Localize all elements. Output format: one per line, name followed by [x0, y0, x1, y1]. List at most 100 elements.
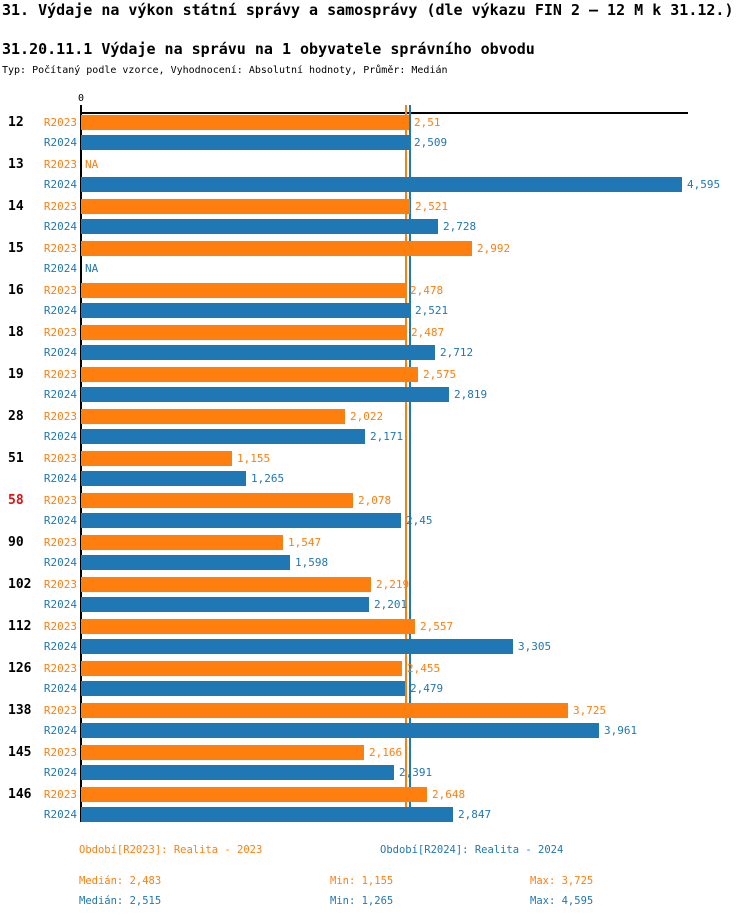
value-label-r2023: 2,51 — [414, 116, 441, 129]
row-id-label: 14 — [8, 199, 24, 214]
value-label-r2023: 2,521 — [415, 200, 449, 213]
value-label-r2024: 4,595 — [687, 178, 721, 191]
bar-r2023 — [81, 325, 406, 340]
value-label-r2023: 3,725 — [573, 704, 607, 717]
series-label-r2023: R2023 — [43, 116, 77, 129]
value-label-r2024: 2,521 — [415, 304, 449, 317]
series-label-r2024: R2024 — [43, 430, 77, 443]
value-label-r2023: 2,557 — [420, 620, 454, 633]
row-id-label: 112 — [8, 619, 32, 634]
row-id-label: 90 — [8, 535, 24, 550]
row-id-label: 51 — [8, 451, 24, 466]
series-label-r2023: R2023 — [43, 788, 77, 801]
value-label-r2023: 2,166 — [369, 746, 403, 759]
value-label-r2023: 2,455 — [407, 662, 441, 675]
series-label-r2024: R2024 — [43, 136, 77, 149]
series-label-r2023: R2023 — [43, 368, 77, 381]
row-id-label: 146 — [8, 787, 32, 802]
bar-r2023 — [81, 535, 283, 550]
row-id-label: 19 — [8, 367, 24, 382]
row-id-label: 138 — [8, 703, 32, 718]
value-label-r2024: 2,847 — [458, 808, 492, 821]
value-label-r2024: 2,509 — [414, 136, 448, 149]
row-id-label: 15 — [8, 241, 24, 256]
series-label-r2024: R2024 — [43, 262, 77, 275]
value-label-r2024: 3,961 — [604, 724, 638, 737]
bar-r2024 — [81, 681, 405, 696]
bar-r2024 — [81, 513, 401, 528]
series-label-r2024: R2024 — [43, 304, 77, 317]
series-label-r2023: R2023 — [43, 284, 77, 297]
value-label-r2023: 2,487 — [411, 326, 445, 339]
bar-r2023 — [81, 577, 371, 592]
stat-median-r2024: Medián: 2,515 — [79, 895, 162, 907]
series-label-r2023: R2023 — [43, 536, 77, 549]
value-label-r2024: 1,265 — [251, 472, 285, 485]
series-label-r2023: R2023 — [43, 578, 77, 591]
value-label-r2023: 2,575 — [423, 368, 457, 381]
series-label-r2024: R2024 — [43, 388, 77, 401]
legend-period-r2023: Období[R2023]: Realita - 2023 — [79, 844, 263, 856]
bar-r2023 — [81, 409, 345, 424]
stat-min-r2024: Min: 1,265 — [330, 895, 394, 907]
value-label-r2024: 2,201 — [374, 598, 408, 611]
value-label-r2023: 2,022 — [350, 410, 384, 423]
chart-subtitle: 31.20.11.1 Výdaje na správu na 1 obyvate… — [2, 40, 535, 58]
value-label-r2024: 2,712 — [440, 346, 474, 359]
value-label-r2024: 2,391 — [399, 766, 433, 779]
bar-r2024 — [81, 429, 365, 444]
row-id-label: 145 — [8, 745, 32, 760]
legend-period-r2024: Období[R2024]: Realita - 2024 — [380, 844, 564, 856]
page-title: 31. Výdaje na výkon státní správy a samo… — [2, 1, 734, 19]
series-label-r2024: R2024 — [43, 724, 77, 737]
na-label-r2024: NA — [85, 262, 99, 275]
row-id-label: 126 — [8, 661, 32, 676]
row-id-label: 16 — [8, 283, 24, 298]
chart-type-line: Typ: Počítaný podle vzorce, Vyhodnocení:… — [2, 65, 448, 76]
bar-r2024 — [81, 807, 453, 822]
bar-r2023 — [81, 787, 427, 802]
stat-max-r2024: Max: 4,595 — [530, 895, 594, 907]
bar-r2023 — [81, 283, 405, 298]
bar-r2023 — [81, 115, 409, 130]
series-label-r2023: R2023 — [43, 494, 77, 507]
bar-r2024 — [81, 303, 410, 318]
series-label-r2023: R2023 — [43, 326, 77, 339]
bar-r2023 — [81, 661, 402, 676]
series-label-r2023: R2023 — [43, 200, 77, 213]
bar-r2023 — [81, 493, 353, 508]
bar-r2023 — [81, 451, 232, 466]
series-label-r2024: R2024 — [43, 472, 77, 485]
axis-top-line — [80, 112, 688, 114]
value-label-r2024: 2,479 — [410, 682, 444, 695]
row-id-label: 12 — [8, 115, 24, 130]
bar-r2024 — [81, 765, 394, 780]
median-line-r2024 — [409, 105, 411, 822]
row-id-label: 18 — [8, 325, 24, 340]
value-label-r2023: 2,992 — [477, 242, 511, 255]
series-label-r2023: R2023 — [43, 158, 77, 171]
bar-r2024 — [81, 135, 409, 150]
value-label-r2024: 2,728 — [443, 220, 477, 233]
bar-r2023 — [81, 199, 410, 214]
series-label-r2023: R2023 — [43, 662, 77, 675]
series-label-r2023: R2023 — [43, 452, 77, 465]
bar-r2024 — [81, 639, 513, 654]
series-label-r2023: R2023 — [43, 410, 77, 423]
value-label-r2023: 2,478 — [410, 284, 444, 297]
stat-median-r2023: Medián: 2,483 — [79, 875, 162, 887]
value-label-r2023: 1,155 — [237, 452, 271, 465]
series-label-r2023: R2023 — [43, 704, 77, 717]
bar-r2023 — [81, 619, 415, 634]
series-label-r2023: R2023 — [43, 746, 77, 759]
na-label-r2023: NA — [85, 158, 99, 171]
bar-r2023 — [81, 367, 418, 382]
axis-zero-label: 0 — [77, 93, 85, 104]
series-label-r2024: R2024 — [43, 220, 77, 233]
series-label-r2024: R2024 — [43, 766, 77, 779]
row-id-label: 13 — [8, 157, 24, 172]
bar-r2024 — [81, 177, 682, 192]
value-label-r2023: 2,219 — [376, 578, 410, 591]
series-label-r2024: R2024 — [43, 640, 77, 653]
row-id-label: 102 — [8, 577, 32, 592]
